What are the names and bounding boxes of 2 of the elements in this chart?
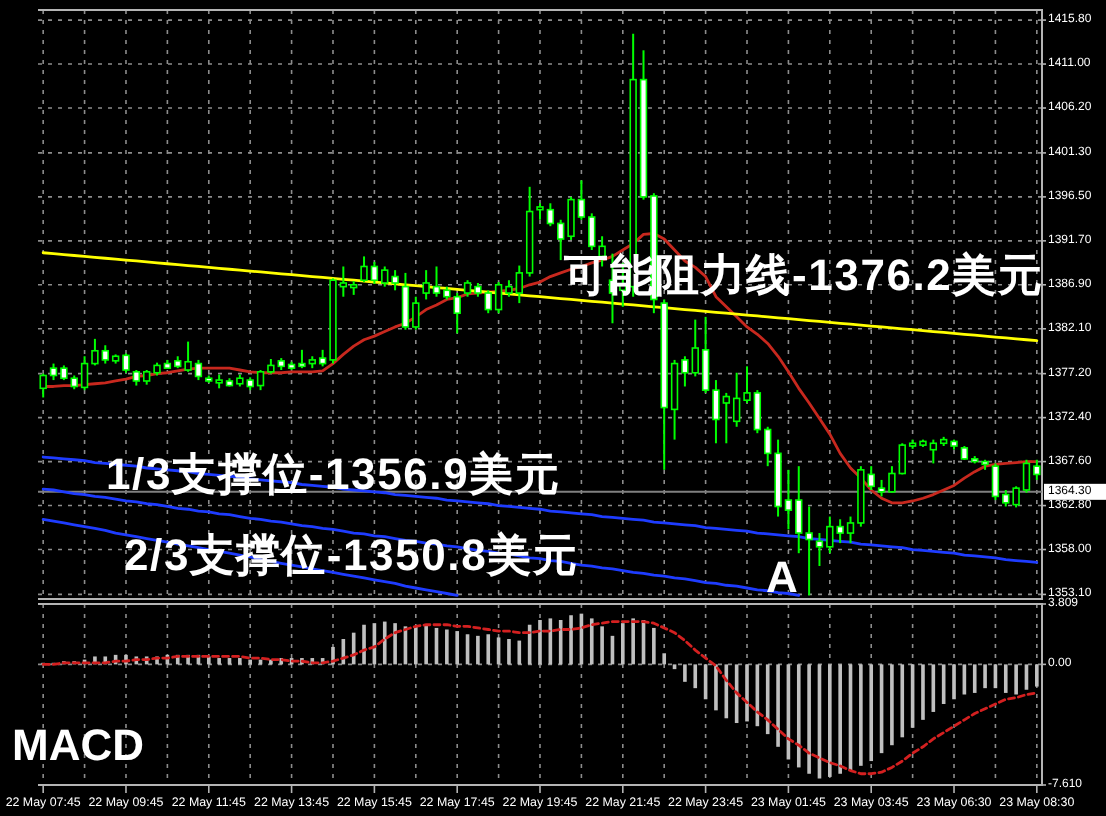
text: MACD (12, 720, 144, 770)
annotation: A (766, 552, 800, 603)
